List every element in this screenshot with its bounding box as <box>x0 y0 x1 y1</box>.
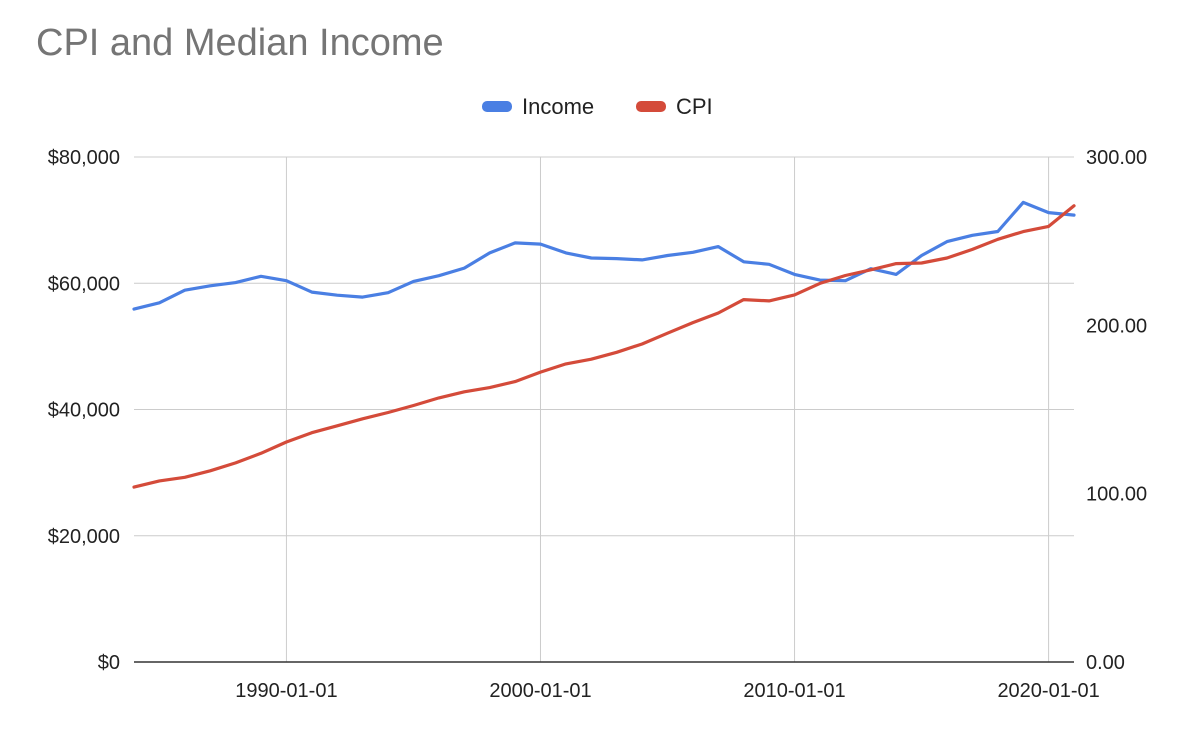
x-tick-label: 2020-01-01 <box>997 680 1099 702</box>
x-tick-label: 2010-01-01 <box>743 680 845 702</box>
legend-label-income: Income <box>522 94 594 119</box>
y-right-tick-label: 0.00 <box>1086 652 1125 674</box>
y-left-tick-label: $40,000 <box>48 400 120 422</box>
legend-swatch-cpi <box>636 101 666 112</box>
y-left-tick-label: $0 <box>98 652 120 674</box>
chart-title: CPI and Median Income <box>36 22 444 64</box>
legend-swatch-income <box>482 101 512 112</box>
y-right-tick-label: 300.00 <box>1086 147 1147 169</box>
y-right-tick-label: 100.00 <box>1086 484 1147 506</box>
x-tick-label: 1990-01-01 <box>235 680 337 702</box>
y-left-tick-label: $20,000 <box>48 526 120 548</box>
legend-label-cpi: CPI <box>676 94 713 119</box>
y-left-tick-label: $80,000 <box>48 147 120 169</box>
series-lines <box>132 200 1076 489</box>
series-line-income <box>132 200 1076 311</box>
legend: Income CPI <box>482 94 713 119</box>
y-left-tick-label: $60,000 <box>48 273 120 295</box>
grid <box>134 156 1074 662</box>
x-tick-label: 2000-01-01 <box>489 680 591 702</box>
series-line-cpi <box>132 204 1076 489</box>
axes: $0 $20,000 $40,000 $60,000 $80,000 0.00 100.00… <box>48 147 1147 702</box>
y-right-tick-label: 200.00 <box>1086 315 1147 337</box>
